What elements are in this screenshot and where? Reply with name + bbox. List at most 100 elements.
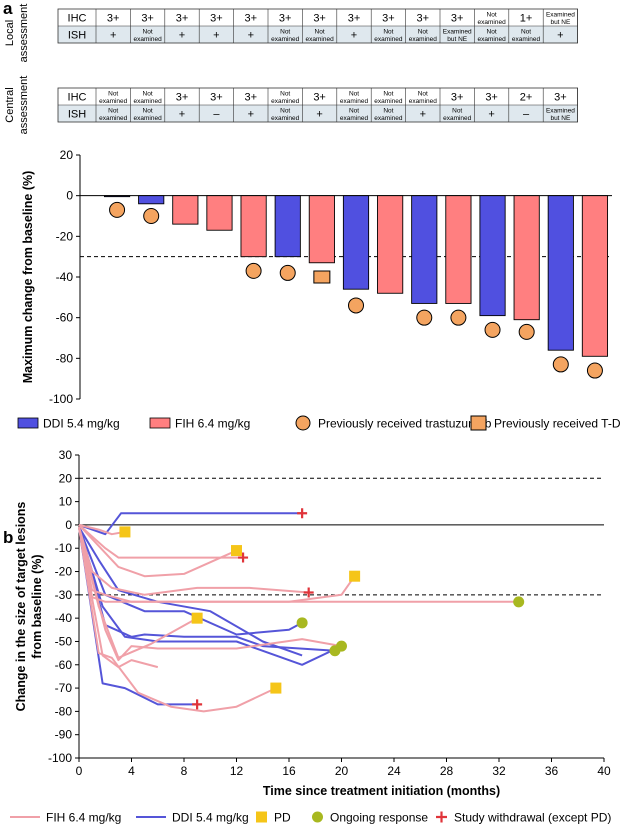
central-assessment-table: IHC Not examined Not examined 3+ 3+ 3+ Not examin… xyxy=(57,87,578,123)
bar xyxy=(513,195,540,321)
marker-withdrawal xyxy=(297,508,308,519)
spider-plot: 30 20 10 0 -10 -20 -30 -40 -50 -60 -70 -80 -90 -100 0 4… xyxy=(14,448,611,798)
table-cell: Not examined xyxy=(134,29,163,44)
table-cell: Not examined xyxy=(374,91,403,106)
bar xyxy=(342,195,370,290)
marker-trastuzumab xyxy=(245,262,262,279)
table-cell: + xyxy=(248,109,254,121)
legend-label: Study withdrawal (except PD) xyxy=(454,811,611,825)
table-cell: 3+ xyxy=(417,13,430,25)
table-cell: 3+ xyxy=(245,13,258,25)
series-line-fih xyxy=(78,527,519,603)
y-tick-label: -40 xyxy=(55,611,73,625)
table-cell: 3+ xyxy=(141,13,154,25)
table-cell: + xyxy=(557,30,563,42)
bar xyxy=(172,195,199,225)
legend-label: PD xyxy=(274,811,291,825)
table-cell: + xyxy=(110,30,116,42)
x-tick-label: 8 xyxy=(181,764,188,778)
y-tick-label: -50 xyxy=(55,634,73,648)
table-row-label: ISH xyxy=(68,109,86,121)
local-title-line1: Local xyxy=(4,20,16,46)
marker-pd xyxy=(349,570,361,582)
y-tick-label: -70 xyxy=(55,681,73,695)
x-tick-label: 20 xyxy=(335,764,349,778)
table-cell: Examined but NE xyxy=(546,108,575,123)
legend-swatch xyxy=(256,811,267,823)
local-assessment-table: IHC 3+ 3+ 3+ 3+ 3+ 3+ 3+ 3+ 3+ 3+ 3+ Not examined 1+ Ex… xyxy=(57,8,578,44)
table-cell: 3+ xyxy=(451,13,464,25)
y-tick-label: -100 xyxy=(49,392,73,406)
table-cell: 3+ xyxy=(279,13,292,25)
legend-label: Ongoing response xyxy=(330,811,428,825)
y-axis-title-line2: from baseline (%) xyxy=(30,554,44,658)
table-cell: Not examined xyxy=(99,91,128,106)
legend-label: Previously received trastuzumab xyxy=(318,417,492,431)
series-line-fih xyxy=(78,524,244,559)
table-cell: 3+ xyxy=(313,13,326,25)
x-axis-title: Time since treatment initiation (months) xyxy=(263,784,500,798)
table-cell: Not examined xyxy=(374,108,403,123)
bar xyxy=(103,195,131,198)
table-cell: Not examined xyxy=(134,91,163,106)
table-cell: 3+ xyxy=(245,92,258,104)
marker-ongoing xyxy=(296,617,308,629)
table-cell: Not examined xyxy=(271,91,300,106)
table-cell: Examined but NE xyxy=(546,12,575,27)
marker-tdm1 xyxy=(313,270,331,284)
x-tick-label: 40 xyxy=(597,764,611,778)
marker-trastuzumab xyxy=(586,362,603,379)
table-cell: 3+ xyxy=(210,92,223,104)
bar xyxy=(308,195,335,264)
series-line-ddi xyxy=(78,527,198,706)
bar xyxy=(377,195,404,294)
x-tick-label: 16 xyxy=(282,764,296,778)
y-tick-label: 0 xyxy=(66,189,73,203)
y-tick-label: -20 xyxy=(56,229,74,243)
table-cell: Not examined xyxy=(478,12,507,27)
table-cell: 3+ xyxy=(176,92,189,104)
series-line-fih xyxy=(78,527,309,596)
x-tick-label: 12 xyxy=(230,764,244,778)
table-row-label: IHC xyxy=(68,92,87,104)
panel-b-label: b xyxy=(3,528,13,547)
legend-swatch xyxy=(17,417,39,429)
legend-label: FIH 6.4 mg/kg xyxy=(46,811,121,825)
table-cell: Not examined xyxy=(443,108,472,123)
y-axis-title: Maximum change from baseline (%) xyxy=(21,171,35,384)
y-tick-label: -30 xyxy=(55,588,73,602)
local-assessment-title: Local assessment xyxy=(4,4,30,63)
table-cell: Not examined xyxy=(271,29,300,44)
marker-pd xyxy=(231,545,242,557)
x-tick-label: 24 xyxy=(387,764,401,778)
bar xyxy=(206,195,233,231)
marker-trastuzumab xyxy=(484,321,501,338)
bar xyxy=(411,195,438,304)
table-cell: Not examined xyxy=(478,29,507,44)
marker-trastuzumab xyxy=(279,264,296,281)
y-tick-label: -10 xyxy=(55,541,73,555)
table-cell: + xyxy=(179,30,185,42)
table-cell: Not examined xyxy=(340,91,369,106)
table-cell: + xyxy=(420,109,426,121)
table-row-label: ISH xyxy=(68,30,86,42)
y-tick-label: -80 xyxy=(56,351,74,365)
y-tick-label: 10 xyxy=(59,495,73,509)
table-cell: – xyxy=(523,109,530,121)
table-cell: Not examined xyxy=(374,29,403,44)
x-tick-label: 32 xyxy=(492,764,506,778)
waterfall-legend: DDI 5.4 mg/kg FIH 6.4 mg/kg Previously rec… xyxy=(17,415,620,431)
central-title-line2: assessment xyxy=(18,76,30,135)
y-tick-label: 20 xyxy=(60,148,74,162)
table-cell: Not examined xyxy=(134,108,163,123)
central-assessment-title: Central assessment xyxy=(4,76,30,135)
legend-label: DDI 5.4 mg/kg xyxy=(172,811,249,825)
table-cell: Not examined xyxy=(271,108,300,123)
y-tick-label: -20 xyxy=(55,565,73,579)
table-cell: 3+ xyxy=(348,13,361,25)
y-tick-label: -100 xyxy=(48,751,72,765)
y-tick-label: 20 xyxy=(59,471,73,485)
table-cell: Not examined xyxy=(512,29,541,44)
table-cell: Not examined xyxy=(99,108,128,123)
bar xyxy=(581,195,609,357)
